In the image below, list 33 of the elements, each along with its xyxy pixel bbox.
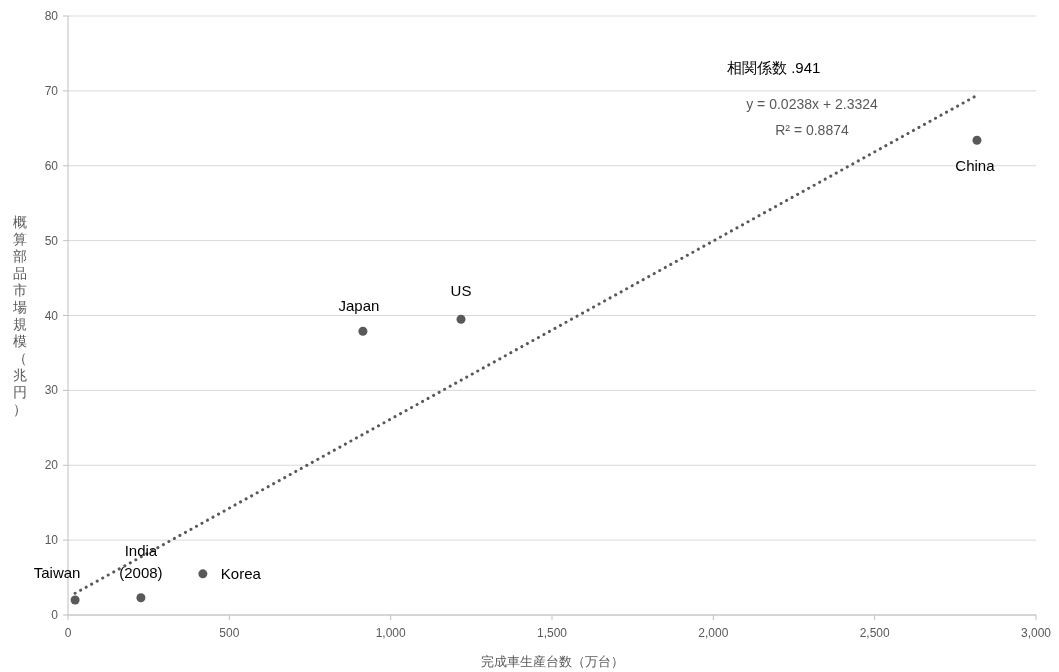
x-tick-label: 0 [64,626,72,640]
x-tick-label: 3,000 [1020,626,1052,640]
point [70,595,80,605]
annotation: Korea [220,564,262,582]
point [456,314,466,324]
y-tick-label: 20 [44,458,59,473]
x-tick-label: 2,000 [698,626,729,640]
x-tick-label: 500 [219,626,240,640]
annotation: India (2008) [119,541,163,581]
x-tick-label: 1,000 [375,626,407,640]
y-tick-label: 0 [51,608,59,622]
x-axis-title: 完成車生産台数（万台） [480,654,624,669]
annotation: Taiwan [33,564,81,582]
x-tick-label: 1,500 [536,626,568,640]
y-tick-label: 60 [44,158,59,173]
x-tick-label: 2,500 [859,626,891,640]
text: 概算部品市場規模（兆円） [13,214,27,417]
y-tick-label: 40 [44,308,59,323]
annotation: China [955,157,996,175]
annotation: US [450,282,472,300]
point [972,135,982,145]
annotation: Japan [338,297,380,315]
y-tick-label: 10 [44,533,59,548]
annotation: 相関係数 .941 [727,59,821,76]
y-tick-label: 80 [44,9,59,23]
y-tick-label: 30 [44,383,59,398]
point [358,326,368,336]
y-tick-label: 50 [44,233,59,248]
annotation: y = 0.0238x + 2.3324 [746,96,878,112]
y-tick-label: 70 [44,83,59,98]
annotation: R² = 0.8874 [775,122,849,138]
point [136,593,146,603]
point [198,569,208,579]
